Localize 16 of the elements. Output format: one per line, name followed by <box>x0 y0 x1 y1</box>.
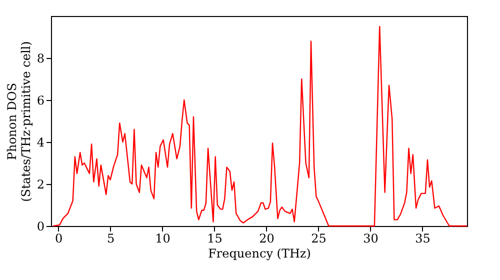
y-tick-label: 6 <box>36 94 44 108</box>
y-tick-label: 2 <box>36 178 44 192</box>
x-tick-label: 10 <box>155 232 170 246</box>
y-tick-label: 4 <box>36 136 45 150</box>
x-tick-label: 25 <box>311 232 326 246</box>
x-tick-label: 35 <box>415 232 430 246</box>
x-tick-label: 15 <box>207 232 222 246</box>
y-tick-label: 8 <box>36 52 44 66</box>
x-tick-label: 20 <box>259 232 274 246</box>
y-tick-label: 0 <box>36 220 44 234</box>
x-tick-label: 0 <box>54 232 63 246</box>
x-axis-title: Frequency (THz) <box>208 246 311 260</box>
x-tick-label: 5 <box>106 232 115 246</box>
y-axis-title: Phonon DOS (States/THz·primitive cell) <box>4 41 33 202</box>
x-tick-label: 30 <box>363 232 378 246</box>
line-series <box>52 26 468 227</box>
